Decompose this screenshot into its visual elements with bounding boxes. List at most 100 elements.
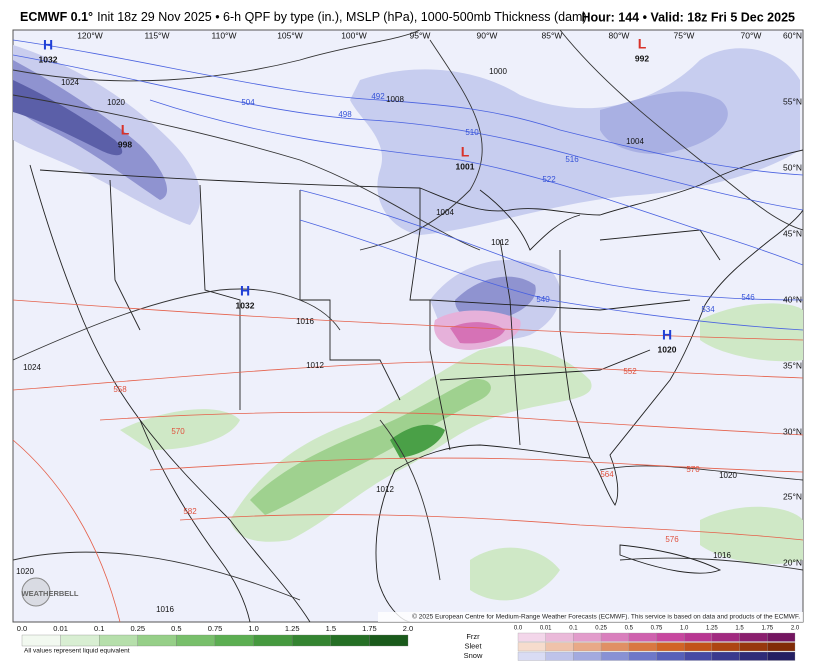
type-scale-label: 0.01 — [540, 626, 552, 632]
type-color-swatch — [711, 642, 740, 652]
thickness-label: 504 — [241, 98, 255, 107]
type-color-swatch — [684, 632, 713, 642]
thickness-line — [13, 54, 803, 211]
isobar-label: 1012 — [306, 361, 324, 370]
border-line — [559, 250, 591, 459]
latitude-label: 50°N — [783, 162, 802, 172]
type-color-swatch — [711, 651, 740, 661]
precip-area — [470, 547, 560, 601]
pressure-center-symbol: H — [662, 327, 672, 343]
isobar-label: 1024 — [61, 78, 79, 87]
type-scale-label: 1.25 — [706, 626, 718, 632]
isobar — [619, 557, 803, 571]
rain-scale-label: 0.75 — [208, 624, 223, 633]
rain-scale-label: 0.1 — [94, 624, 104, 633]
type-scale-label: 1.75 — [761, 626, 773, 632]
isobar-label: 1012 — [491, 238, 509, 247]
map-layers — [13, 30, 803, 622]
rain-scale-label: 2.0 — [403, 624, 413, 633]
isobar-label: 1012 — [376, 485, 394, 494]
type-scale-label: 0.5 — [625, 626, 634, 632]
rain-scale-label: 0.5 — [171, 624, 181, 633]
type-color-swatch — [628, 642, 657, 652]
type-color-swatch — [739, 642, 768, 652]
pressure-center-value: 998 — [118, 139, 132, 149]
thickness-line — [13, 299, 803, 341]
type-scale-label: 0.25 — [595, 626, 607, 632]
rain-color-swatch — [214, 634, 254, 647]
latitude-label: 30°N — [783, 426, 802, 436]
type-color-swatch — [656, 651, 685, 661]
pressure-center-symbol: H — [43, 37, 53, 53]
rain-scale-label: 0.01 — [53, 624, 68, 633]
thickness-label: 564 — [600, 470, 614, 479]
type-scale-label: 0.1 — [569, 626, 578, 632]
type-color-swatch — [573, 642, 602, 652]
type-scale-label: 2.0 — [791, 626, 800, 632]
precip-type-label: Snow — [464, 651, 483, 660]
precip-type-label: Frzr — [466, 632, 480, 641]
isobar — [599, 465, 803, 481]
isobar-label: 1008 — [386, 95, 404, 104]
longitude-label: 115°W — [145, 30, 170, 40]
latitude-label: 40°N — [783, 294, 802, 304]
rain-scale-label: 1.5 — [326, 624, 336, 633]
thickness-line — [299, 189, 803, 301]
longitude-label: 120°W — [77, 30, 103, 40]
thickness-label: 546 — [741, 293, 755, 302]
latitude-label: 20°N — [783, 557, 802, 567]
rain-scale-label: 1.75 — [362, 624, 377, 633]
isobar-label: 1016 — [156, 605, 174, 614]
thickness-label: 516 — [565, 155, 579, 164]
type-color-swatch — [739, 651, 768, 661]
thickness-label: 570 — [686, 465, 700, 474]
type-color-swatch — [684, 651, 713, 661]
logo-mark — [21, 577, 51, 607]
longitude-label: 80°W — [609, 30, 630, 40]
longitude-label: 105°W — [277, 30, 303, 40]
rain-scale-label: 0.25 — [130, 624, 145, 633]
pressure-center-value: 1020 — [658, 344, 677, 354]
rain-scale-label: 0.0 — [17, 624, 27, 633]
type-color-swatch — [628, 651, 657, 661]
thickness-label: 552 — [623, 367, 637, 376]
isobar-label: 1004 — [436, 208, 454, 217]
type-color-swatch — [600, 632, 629, 642]
isobar-label: 1004 — [626, 137, 644, 146]
isobar — [559, 30, 803, 231]
precip-area — [455, 276, 536, 321]
pressure-center-value: 1032 — [236, 300, 255, 310]
thickness-label: 540 — [536, 295, 550, 304]
thickness-line — [13, 439, 121, 622]
pressure-center-symbol: L — [121, 122, 130, 138]
longitude-label: 90°W — [477, 30, 498, 40]
latitude-label: 25°N — [783, 491, 802, 501]
thickness-line — [99, 411, 803, 436]
rain-color-swatch — [60, 634, 100, 647]
rain-color-swatch — [176, 634, 216, 647]
thickness-line — [149, 457, 803, 473]
isobar — [379, 419, 441, 581]
isobar-label: 1000 — [489, 67, 507, 76]
thickness-line — [149, 99, 803, 266]
rain-color-swatch — [99, 634, 138, 647]
longitude-label: 75°W — [674, 30, 695, 40]
credit: © 2025 European Centre for Medium-Range … — [412, 613, 800, 621]
thickness-label: 570 — [171, 427, 185, 436]
border-line — [299, 190, 401, 401]
isobar-label: 1024 — [23, 363, 41, 372]
rain-color-swatch — [253, 634, 293, 647]
rain-color-swatch — [292, 634, 331, 647]
latitude-label: 55°N — [783, 96, 802, 106]
border-line — [139, 419, 251, 622]
longitude-label: 100°W — [341, 30, 367, 40]
border-line — [619, 544, 722, 574]
thickness-label: 576 — [665, 535, 679, 544]
type-color-swatch — [517, 642, 546, 652]
type-color-swatch — [739, 632, 768, 642]
isobar — [13, 30, 421, 82]
type-color-swatch — [545, 642, 574, 652]
pressure-center-symbol: H — [240, 283, 250, 299]
type-color-swatch — [517, 632, 546, 642]
